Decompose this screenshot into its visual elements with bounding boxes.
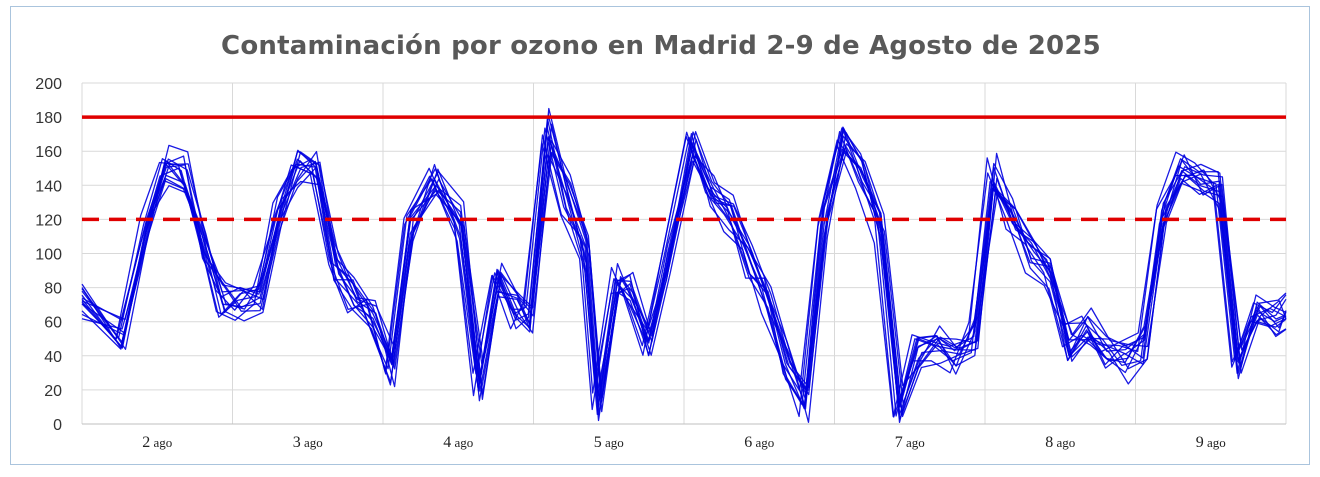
y-tick-label: 20 [44, 383, 62, 400]
series-group [81, 107, 1287, 423]
day-suffix: ago [1204, 435, 1226, 450]
y-tick-label: 100 [35, 247, 62, 264]
gridlines [81, 82, 1287, 425]
y-tick-label: 40 [44, 349, 62, 366]
y-tick-label: 140 [35, 178, 62, 195]
x-tick-label: 4 ago [443, 434, 473, 451]
y-tick-label: 0 [53, 417, 62, 434]
day-suffix: ago [451, 435, 473, 450]
day-number: 8 [1045, 434, 1053, 451]
y-tick-label: 120 [35, 212, 62, 229]
reference-lines [82, 115, 1286, 222]
series-line [81, 126, 1287, 415]
day-number: 5 [594, 434, 602, 451]
x-axis: 2 ago 3 ago 4 ago 5 ago 6 ago 7 ago 8 ago 9 ago [142, 434, 1226, 451]
y-tick-label: 160 [35, 144, 62, 161]
y-tick-label: 60 [44, 315, 62, 332]
day-suffix: ago [752, 435, 774, 450]
x-tick-label: 6 ago [744, 434, 774, 451]
day-suffix: ago [903, 435, 925, 450]
series-line [81, 117, 1287, 408]
y-tick-label: 200 [35, 76, 62, 93]
day-number: 9 [1196, 434, 1204, 451]
day-number: 4 [443, 434, 451, 451]
series-line [81, 138, 1287, 405]
chart-title: Contaminación por ozono en Madrid 2-9 de… [221, 31, 1101, 61]
y-tick-label: 80 [44, 281, 62, 298]
series-line [81, 131, 1287, 423]
day-number: 3 [293, 434, 301, 451]
day-suffix: ago [150, 435, 172, 450]
x-tick-label: 3 ago [293, 434, 323, 451]
day-number: 7 [895, 434, 903, 451]
day-suffix: ago [602, 435, 624, 450]
x-tick-label: 7 ago [895, 434, 925, 451]
y-axis: 0 20 40 60 80 100 120 140 160 180 200 [35, 76, 62, 434]
day-number: 2 [142, 434, 150, 451]
x-tick-label: 9 ago [1196, 434, 1226, 451]
day-number: 6 [744, 434, 752, 451]
day-suffix: ago [301, 435, 323, 450]
day-suffix: ago [1053, 435, 1075, 450]
y-tick-label: 180 [35, 110, 62, 127]
x-tick-label: 8 ago [1045, 434, 1075, 451]
x-tick-label: 2 ago [142, 434, 172, 451]
x-tick-label: 5 ago [594, 434, 624, 451]
